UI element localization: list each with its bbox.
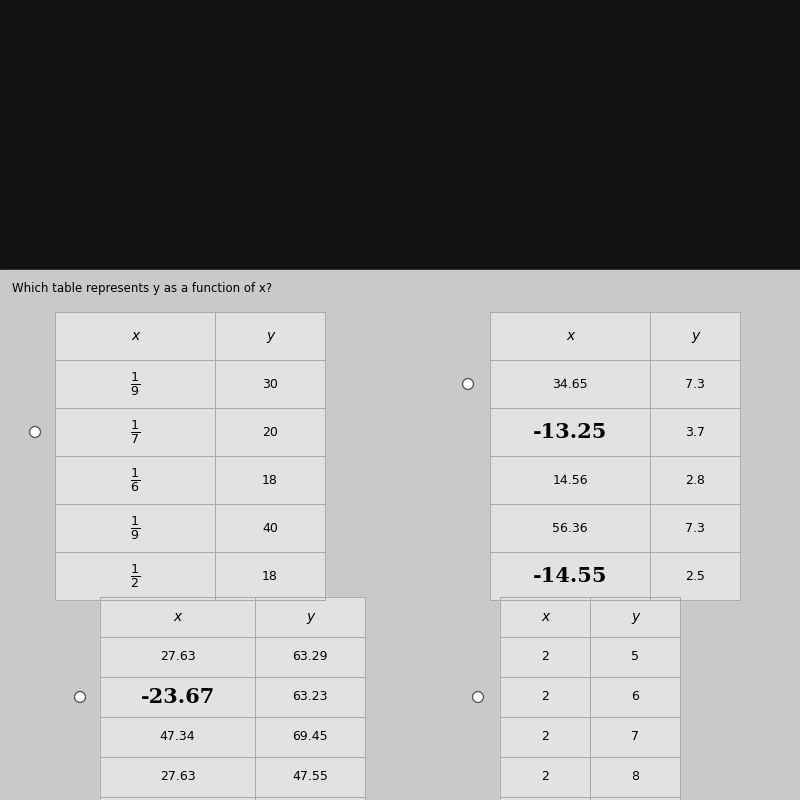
Circle shape <box>74 691 86 702</box>
Bar <box>500 757 680 797</box>
Circle shape <box>473 691 483 702</box>
Bar <box>500 677 680 717</box>
Text: $\frac{1}{6}$: $\frac{1}{6}$ <box>130 466 140 494</box>
Text: 2: 2 <box>541 650 549 663</box>
Bar <box>0 270 800 800</box>
Bar <box>55 312 325 360</box>
Text: 2: 2 <box>541 730 549 743</box>
Text: 14.56: 14.56 <box>552 474 588 486</box>
Text: 63.23: 63.23 <box>292 690 328 703</box>
Bar <box>100 597 365 637</box>
Text: 6: 6 <box>631 690 639 703</box>
Bar <box>490 360 740 408</box>
Text: 27.63: 27.63 <box>160 770 195 783</box>
Text: -13.25: -13.25 <box>533 422 607 442</box>
Text: x: x <box>566 329 574 343</box>
Text: -14.55: -14.55 <box>533 566 607 586</box>
Text: 56.36: 56.36 <box>552 522 588 534</box>
Text: y: y <box>266 329 274 343</box>
Circle shape <box>30 426 41 438</box>
Text: 63.29: 63.29 <box>292 650 328 663</box>
Bar <box>500 637 680 677</box>
Text: 18: 18 <box>262 474 278 486</box>
Bar <box>490 456 740 504</box>
Text: -23.67: -23.67 <box>140 687 214 707</box>
Text: 7: 7 <box>631 730 639 743</box>
Bar <box>100 677 365 717</box>
Bar <box>55 504 325 552</box>
Bar <box>490 408 740 456</box>
Bar <box>490 504 740 552</box>
Text: 2: 2 <box>541 690 549 703</box>
Text: y: y <box>691 329 699 343</box>
Bar <box>55 456 325 504</box>
Text: 47.34: 47.34 <box>160 730 195 743</box>
Text: 18: 18 <box>262 570 278 582</box>
Bar <box>100 797 365 800</box>
Text: 69.45: 69.45 <box>292 730 328 743</box>
Bar <box>490 552 740 600</box>
Bar <box>490 312 740 360</box>
Bar <box>500 597 680 637</box>
Text: x: x <box>131 329 139 343</box>
Bar <box>100 717 365 757</box>
Circle shape <box>462 378 474 390</box>
Bar <box>55 408 325 456</box>
Bar <box>55 552 325 600</box>
Text: Which table represents y as a function of x?: Which table represents y as a function o… <box>12 282 272 295</box>
Bar <box>500 717 680 757</box>
Text: x: x <box>541 610 549 624</box>
Text: $\frac{1}{2}$: $\frac{1}{2}$ <box>130 562 140 590</box>
Text: 34.65: 34.65 <box>552 378 588 390</box>
Text: x: x <box>174 610 182 624</box>
Bar <box>500 797 680 800</box>
Bar <box>55 360 325 408</box>
Text: $\frac{1}{7}$: $\frac{1}{7}$ <box>130 418 140 446</box>
Text: $\frac{1}{9}$: $\frac{1}{9}$ <box>130 370 140 398</box>
Text: 3.7: 3.7 <box>685 426 705 438</box>
Text: 7.3: 7.3 <box>685 522 705 534</box>
Text: 30: 30 <box>262 378 278 390</box>
Bar <box>100 637 365 677</box>
Text: 7.3: 7.3 <box>685 378 705 390</box>
Text: 20: 20 <box>262 426 278 438</box>
Text: 5: 5 <box>631 650 639 663</box>
Text: 2.8: 2.8 <box>685 474 705 486</box>
Text: $\frac{1}{9}$: $\frac{1}{9}$ <box>130 514 140 542</box>
Text: y: y <box>631 610 639 624</box>
Text: 2: 2 <box>541 770 549 783</box>
Text: y: y <box>306 610 314 624</box>
Text: 2.5: 2.5 <box>685 570 705 582</box>
Text: 27.63: 27.63 <box>160 650 195 663</box>
Bar <box>100 757 365 797</box>
Text: 8: 8 <box>631 770 639 783</box>
Text: 47.55: 47.55 <box>292 770 328 783</box>
Text: 40: 40 <box>262 522 278 534</box>
